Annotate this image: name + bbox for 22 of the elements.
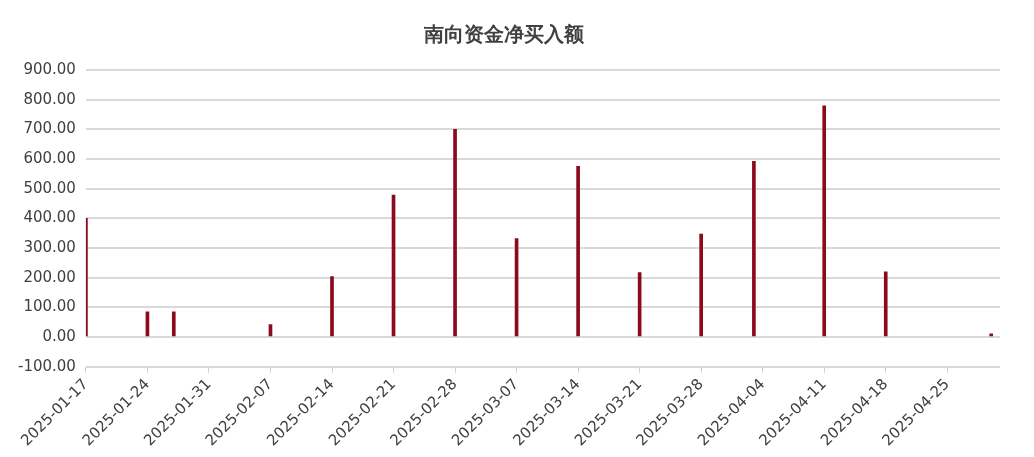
bar: [576, 166, 580, 337]
y-tick-label: 500.00: [23, 178, 76, 197]
y-tick-label: 300.00: [23, 237, 76, 256]
bar: [822, 105, 827, 337]
y-tick-label: 600.00: [23, 148, 76, 167]
y-tick-label: 200.00: [23, 267, 76, 286]
bar: [883, 271, 888, 337]
y-tick-label: 700.00: [23, 119, 76, 138]
y-tick-label: 100.00: [23, 297, 76, 316]
y-tick-label: 0.00: [42, 326, 76, 345]
bar: [171, 311, 176, 337]
y-tick-label: 400.00: [23, 208, 76, 227]
y-tick-label: 900.00: [23, 59, 76, 78]
chart-title: 南向资金净买入额: [423, 22, 585, 47]
bar: [85, 217, 88, 337]
y-tick-label: 800.00: [23, 89, 76, 108]
bar: [752, 161, 756, 337]
bar: [699, 233, 703, 337]
bar: [453, 129, 457, 337]
bar: [989, 333, 994, 337]
bar: [330, 276, 334, 337]
y-tick-label: -100.00: [17, 356, 76, 375]
